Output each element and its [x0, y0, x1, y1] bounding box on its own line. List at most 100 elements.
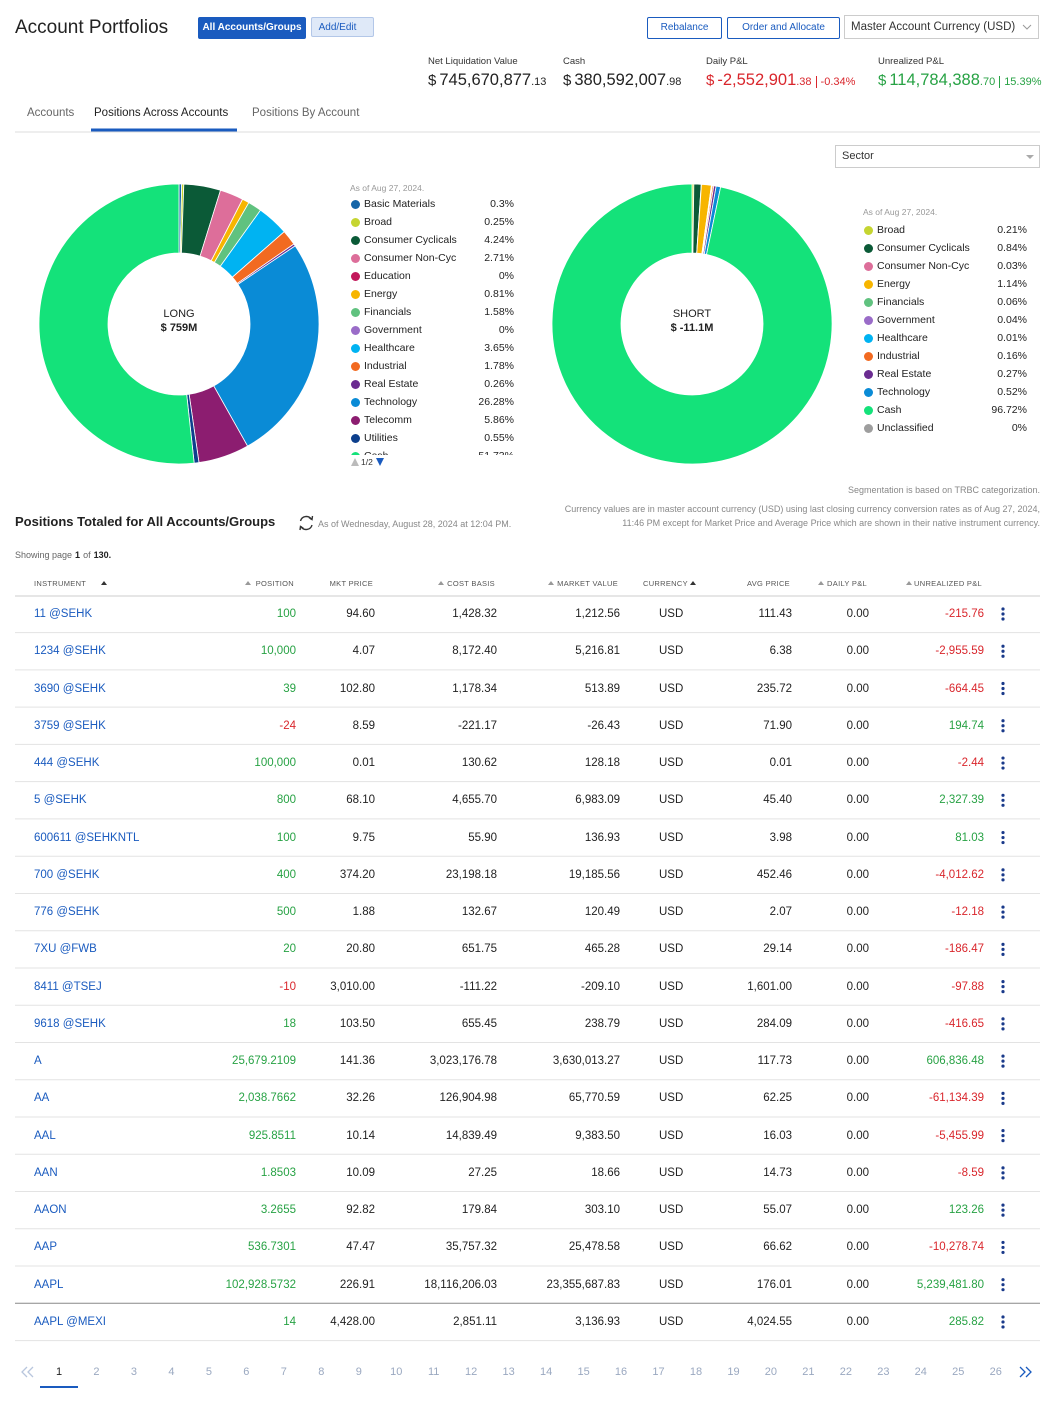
column-header[interactable]: INSTRUMENT [34, 579, 87, 588]
row-menu[interactable] [1001, 1240, 1005, 1255]
table-cell[interactable]: 1234 @SEHK [34, 645, 106, 658]
row-menu[interactable] [1001, 644, 1005, 658]
page-number[interactable]: 25 [952, 1366, 965, 1378]
table-cell[interactable]: AAPL [34, 1278, 64, 1291]
table-cell[interactable]: 444 @SEHK [34, 757, 100, 770]
button[interactable]: Rebalance [647, 17, 722, 39]
sort-arrow [690, 581, 696, 585]
row-menu[interactable] [1001, 905, 1005, 919]
menu-dot [1001, 1166, 1005, 1170]
page-number[interactable]: 2 [93, 1366, 100, 1378]
page-number[interactable]: 5 [205, 1366, 212, 1378]
row-menu[interactable] [1001, 1166, 1005, 1180]
page-number[interactable]: 8 [318, 1366, 325, 1378]
row-menu[interactable] [1001, 1091, 1005, 1105]
row-menu[interactable] [1001, 1278, 1005, 1292]
page-number[interactable]: 20 [764, 1366, 778, 1378]
row-menu[interactable] [1001, 980, 1005, 994]
page-number[interactable]: 26 [989, 1366, 1002, 1378]
page-number[interactable]: 9 [355, 1366, 362, 1378]
table-cell: 94.60 [346, 608, 375, 620]
row-menu[interactable] [1001, 1017, 1005, 1031]
page-number[interactable]: 22 [839, 1366, 852, 1378]
table-cell[interactable]: A [34, 1055, 42, 1068]
row-menu[interactable] [1001, 1129, 1005, 1143]
page-number[interactable]: 21 [802, 1366, 815, 1378]
page-number[interactable]: 16 [614, 1366, 628, 1378]
page-number[interactable]: 18 [689, 1366, 703, 1378]
page-number[interactable]: 4 [168, 1366, 175, 1378]
segment-select[interactable]: Sector [835, 145, 1040, 168]
legend-prev[interactable] [351, 458, 359, 466]
legend-next[interactable] [376, 458, 384, 466]
page-number[interactable]: 6 [243, 1366, 250, 1378]
table-cell[interactable]: 11 @SEHK [34, 608, 93, 620]
column-header[interactable]: POSITION [255, 579, 294, 588]
page-number[interactable]: 13 [502, 1366, 515, 1378]
table-cell[interactable]: 7XU @FWB [34, 943, 97, 956]
table-cell[interactable]: AAL [34, 1129, 56, 1142]
page-number[interactable]: 23 [877, 1366, 890, 1378]
row-menu[interactable] [1001, 868, 1005, 882]
tab[interactable]: Positions Across Accounts [94, 107, 229, 119]
page-number[interactable]: 19 [727, 1366, 740, 1378]
table-cell[interactable]: 9618 @SEHK [34, 1017, 106, 1030]
column-header[interactable]: COST BASIS [447, 579, 495, 588]
button[interactable]: Add/Edit [311, 17, 374, 37]
table-cell[interactable]: 776 @SEHK [34, 906, 100, 919]
table-cell[interactable]: 3759 @SEHK [34, 719, 106, 732]
button[interactable]: All Accounts/Groups [198, 17, 306, 39]
table-cell[interactable]: AAPL @MEXI [34, 1315, 106, 1328]
page-number[interactable]: 12 [465, 1366, 478, 1378]
table-cell[interactable]: 600611 @SEHKNTL [34, 831, 140, 844]
page-number[interactable]: 15 [577, 1366, 590, 1378]
table-cell: 92.82 [346, 1204, 375, 1217]
page-number[interactable]: 14 [539, 1366, 553, 1378]
table-cell: -2,955.59 [935, 645, 984, 658]
row-menu[interactable] [1001, 607, 1005, 621]
row-menu[interactable] [1001, 1203, 1005, 1217]
currency-select[interactable]: Master Account Currency (USD) [844, 15, 1039, 39]
page-number[interactable]: 1 [55, 1366, 63, 1378]
column-header[interactable]: CURRENCY [643, 579, 688, 588]
tab[interactable]: Positions By Account [252, 107, 360, 119]
amount: 380,592,007 [574, 71, 667, 89]
row-menu[interactable] [1001, 830, 1005, 845]
column-header[interactable]: UNREALIZED P&L [914, 579, 982, 588]
table-cell[interactable]: 8411 @TSEJ [34, 980, 102, 993]
legend-swatch [351, 451, 360, 455]
refresh-icon[interactable] [299, 515, 314, 531]
column-header[interactable]: MARKET VALUE [557, 579, 618, 588]
table-cell[interactable]: AA [34, 1092, 50, 1105]
column-header[interactable]: MKT PRICE [329, 579, 373, 588]
next-page[interactable] [1019, 1366, 1032, 1378]
page-number[interactable]: 17 [652, 1366, 665, 1378]
prev-page[interactable] [21, 1366, 34, 1378]
row-menu[interactable] [1001, 756, 1005, 770]
table-cell[interactable]: AAN [34, 1166, 58, 1179]
row-menu[interactable] [1001, 681, 1005, 696]
table-cell[interactable]: AAP [34, 1241, 58, 1254]
page-number[interactable]: 7 [280, 1366, 287, 1378]
page-number[interactable]: 10 [390, 1366, 403, 1378]
table-cell[interactable]: 3690 @SEHK [34, 682, 106, 695]
table-cell[interactable]: 5 @SEHK [34, 794, 87, 807]
legend-label: Consumer Non-Cyc [877, 260, 970, 272]
table-cell[interactable]: 700 @SEHK [34, 868, 100, 881]
legend-value: 0.55% [484, 432, 514, 444]
page-number[interactable]: 3 [130, 1366, 137, 1378]
button[interactable]: Order and Allocate [727, 17, 840, 39]
row-menu[interactable] [1001, 942, 1005, 956]
table-cell: 3.2655 [260, 1204, 296, 1217]
tab[interactable]: Accounts [27, 107, 75, 119]
row-menu[interactable] [1001, 1315, 1005, 1329]
page-number[interactable]: 11 [427, 1366, 440, 1378]
row-menu[interactable] [1001, 1054, 1005, 1068]
column-header[interactable]: AVG PRICE [747, 579, 790, 588]
row-menu[interactable] [1001, 719, 1005, 733]
page-number[interactable]: 24 [914, 1366, 927, 1378]
column-header[interactable]: DAILY P&L [827, 579, 867, 588]
table-cell[interactable]: AAON [34, 1204, 67, 1217]
row-menu[interactable] [1001, 793, 1005, 807]
table-cell: 0.00 [846, 794, 869, 807]
